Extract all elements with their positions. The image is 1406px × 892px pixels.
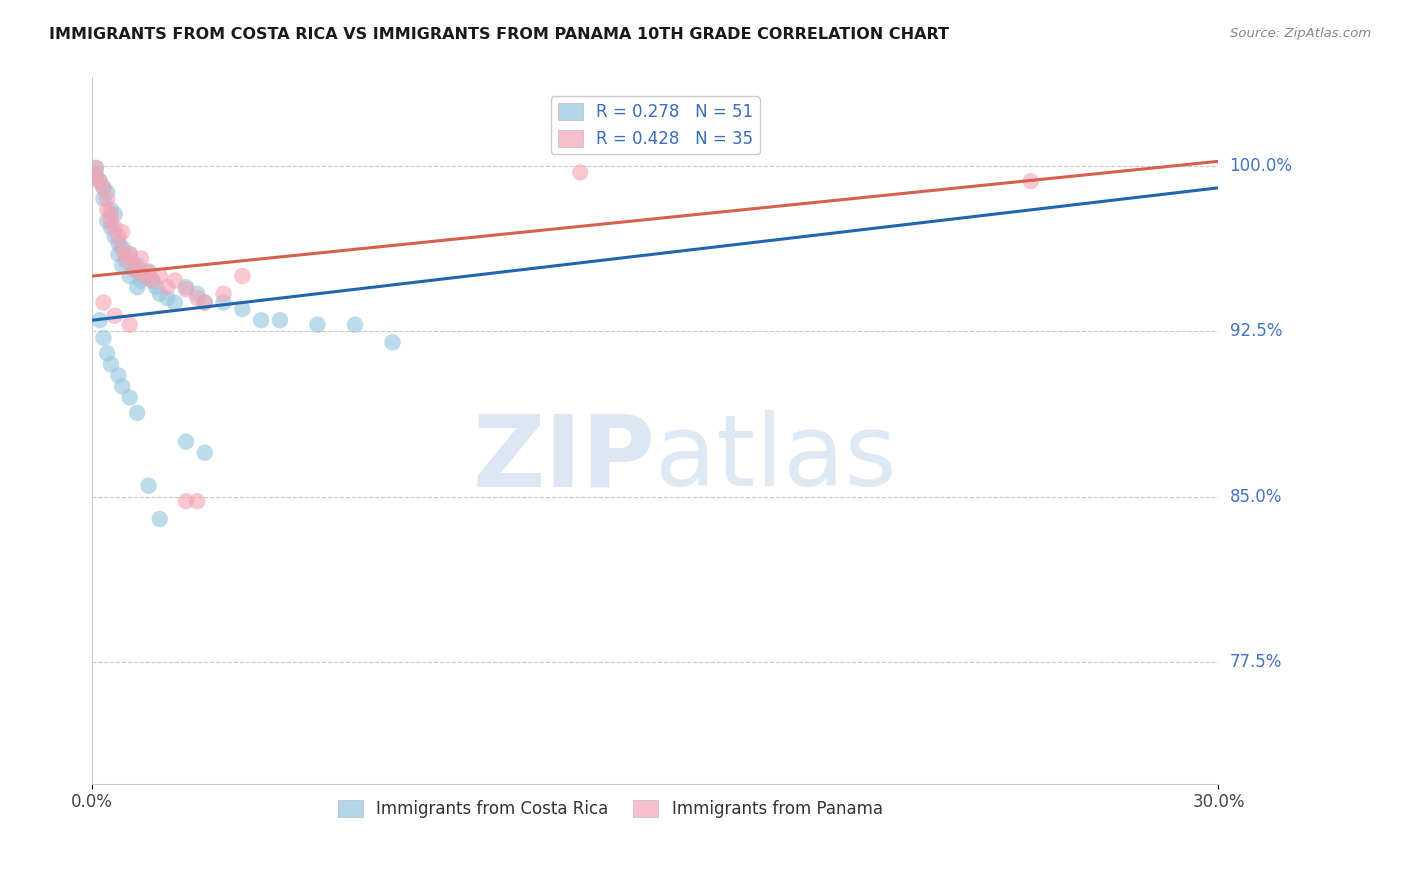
Point — [231, 269, 253, 284]
Point — [96, 214, 118, 228]
Point — [111, 225, 134, 239]
Point — [186, 291, 208, 305]
Text: Source: ZipAtlas.com: Source: ZipAtlas.com — [1230, 27, 1371, 40]
Point — [93, 192, 115, 206]
Point — [141, 273, 163, 287]
Point — [174, 494, 197, 508]
Point — [89, 174, 111, 188]
Text: 77.5%: 77.5% — [1230, 653, 1282, 672]
Point — [149, 286, 172, 301]
Point — [174, 434, 197, 449]
Point — [107, 247, 129, 261]
Point — [104, 207, 127, 221]
Point — [186, 286, 208, 301]
Text: ZIP: ZIP — [472, 410, 655, 508]
Point — [96, 202, 118, 217]
Point — [118, 269, 141, 284]
Point — [174, 282, 197, 296]
Text: 85.0%: 85.0% — [1230, 488, 1282, 506]
Point — [96, 185, 118, 199]
Point — [145, 280, 167, 294]
Point — [138, 265, 160, 279]
Point — [163, 273, 186, 287]
Point — [93, 295, 115, 310]
Point — [93, 331, 115, 345]
Point — [127, 406, 149, 420]
Point — [93, 181, 115, 195]
Point — [149, 269, 172, 284]
Text: 100.0%: 100.0% — [1230, 157, 1292, 175]
Point — [89, 313, 111, 327]
Point — [100, 357, 122, 371]
Point — [156, 280, 179, 294]
Legend: Immigrants from Costa Rica, Immigrants from Panama: Immigrants from Costa Rica, Immigrants f… — [332, 793, 890, 825]
Point — [127, 280, 149, 294]
Point — [129, 252, 152, 266]
Point — [89, 174, 111, 188]
Point — [250, 313, 273, 327]
Point — [194, 295, 217, 310]
Point — [100, 220, 122, 235]
Point — [231, 302, 253, 317]
Point — [93, 181, 115, 195]
Point — [212, 295, 235, 310]
Point — [138, 265, 160, 279]
Point — [100, 214, 122, 228]
Point — [115, 253, 138, 268]
Point — [307, 318, 329, 332]
Point — [100, 207, 122, 221]
Point — [343, 318, 366, 332]
Text: 92.5%: 92.5% — [1230, 322, 1282, 340]
Point — [149, 512, 172, 526]
Point — [104, 229, 127, 244]
Point — [107, 368, 129, 383]
Point — [134, 269, 156, 284]
Point — [107, 229, 129, 244]
Point — [138, 479, 160, 493]
Point — [118, 247, 141, 261]
Point — [269, 313, 291, 327]
Point — [129, 273, 152, 287]
Point — [381, 335, 404, 350]
Point — [122, 262, 145, 277]
Point — [111, 243, 134, 257]
Point — [104, 309, 127, 323]
Point — [186, 494, 208, 508]
Point — [134, 269, 156, 284]
Point — [569, 165, 592, 179]
Point — [84, 161, 107, 175]
Point — [111, 379, 134, 393]
Point — [118, 391, 141, 405]
Point — [174, 280, 197, 294]
Point — [194, 295, 217, 310]
Point — [84, 161, 107, 175]
Point — [1019, 174, 1042, 188]
Point — [100, 202, 122, 217]
Point — [141, 273, 163, 287]
Point — [104, 220, 127, 235]
Point — [127, 258, 149, 272]
Point — [212, 286, 235, 301]
Point — [107, 235, 129, 250]
Point — [84, 168, 107, 182]
Point — [163, 295, 186, 310]
Text: IMMIGRANTS FROM COSTA RICA VS IMMIGRANTS FROM PANAMA 10TH GRADE CORRELATION CHAR: IMMIGRANTS FROM COSTA RICA VS IMMIGRANTS… — [49, 27, 949, 42]
Point — [118, 318, 141, 332]
Point — [194, 445, 217, 459]
Point — [115, 252, 138, 266]
Point — [111, 240, 134, 254]
Point — [156, 291, 179, 305]
Point — [96, 346, 118, 360]
Point — [122, 258, 145, 272]
Point — [96, 192, 118, 206]
Point — [111, 258, 134, 272]
Point — [84, 169, 107, 184]
Point — [127, 265, 149, 279]
Text: atlas: atlas — [655, 410, 897, 508]
Point — [118, 247, 141, 261]
